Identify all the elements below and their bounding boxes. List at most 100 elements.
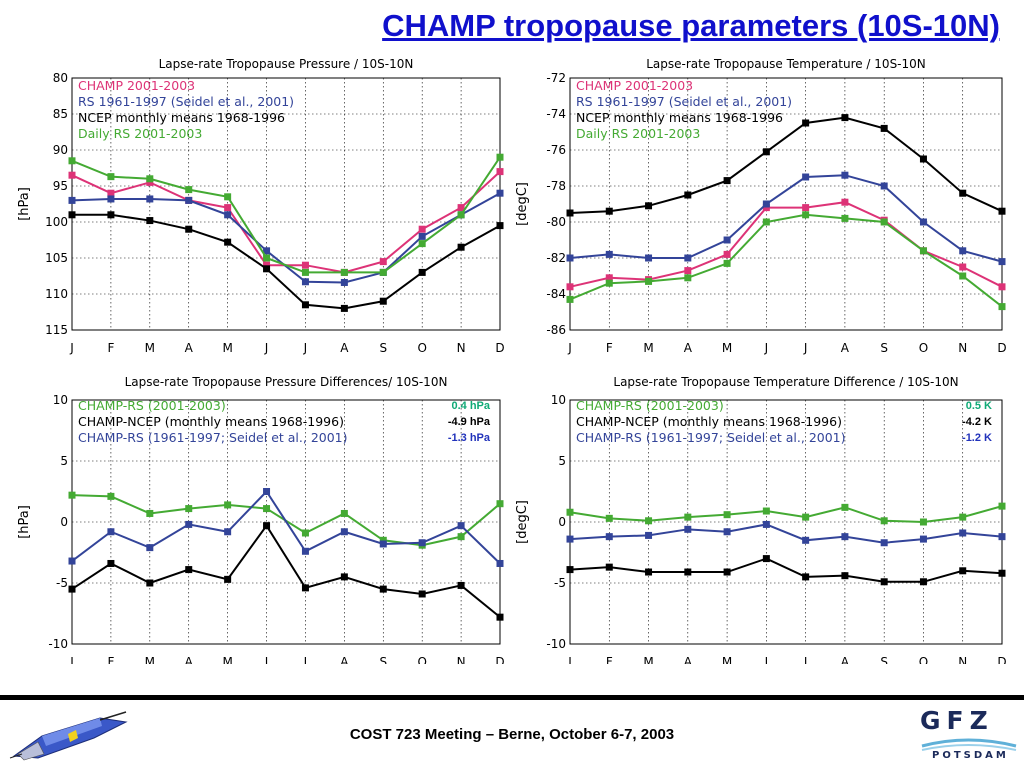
data-point-marker — [496, 559, 504, 567]
data-point-marker — [566, 209, 574, 217]
x-tick-label: F — [107, 655, 114, 664]
data-point-marker — [457, 211, 465, 219]
y-axis-label: [hPa] — [17, 505, 32, 539]
mean-difference-label: -4.9 hPa — [448, 416, 491, 428]
data-point-marker — [68, 585, 76, 593]
y-tick-label: -72 — [546, 71, 566, 85]
data-point-marker — [185, 520, 193, 528]
x-tick-label: F — [107, 341, 114, 355]
data-point-marker — [379, 536, 387, 544]
x-tick-label: A — [684, 341, 693, 355]
data-point-marker — [998, 502, 1006, 510]
plot-frame — [569, 399, 1003, 645]
chart-title: Lapse-rate Tropopause Temperature Differ… — [613, 375, 958, 389]
data-point-marker — [107, 211, 115, 219]
chart-temperature: Lapse-rate Tropopause Temperature / 10S-… — [515, 57, 1007, 355]
data-point-marker — [762, 555, 770, 563]
mean-difference-label: -4.2 K — [962, 416, 992, 428]
data-point-marker — [959, 263, 967, 271]
legend-entry: NCEP monthly means 1968-1996 — [576, 110, 783, 125]
data-point-marker — [224, 528, 232, 536]
series-line — [569, 116, 1003, 214]
data-point-marker — [107, 528, 115, 536]
y-tick-label: 10 — [551, 393, 566, 407]
data-point-marker — [841, 198, 849, 206]
y-tick-label: 0 — [558, 515, 566, 529]
x-tick-label: N — [457, 655, 466, 664]
x-tick-label: M — [222, 341, 232, 355]
data-point-marker — [880, 539, 888, 547]
data-point-marker — [919, 155, 927, 163]
data-point-marker — [457, 204, 465, 212]
data-point-marker — [605, 250, 613, 258]
gfz-logo-swoosh — [921, 738, 1017, 751]
data-point-marker — [880, 578, 888, 586]
data-point-marker — [340, 268, 348, 276]
data-point-marker — [68, 196, 76, 204]
data-point-marker — [496, 613, 504, 621]
x-tick-label: J — [303, 655, 308, 664]
data-point-marker — [185, 186, 193, 194]
x-tick-label: A — [841, 341, 850, 355]
data-point-marker — [566, 295, 574, 303]
data-point-marker — [880, 517, 888, 525]
data-point-marker — [723, 528, 731, 536]
data-point-marker — [379, 258, 387, 266]
data-point-marker — [959, 529, 967, 537]
legend-entry: CHAMP 2001-2003 — [576, 78, 693, 93]
data-point-marker — [263, 505, 271, 513]
x-tick-label: F — [606, 655, 613, 664]
mean-difference-label: -1.3 hPa — [448, 432, 491, 444]
data-point-marker — [566, 535, 574, 543]
x-tick-label: A — [185, 341, 194, 355]
series-line — [71, 523, 501, 618]
data-point-marker — [146, 544, 154, 552]
y-tick-label: -5 — [56, 576, 68, 590]
data-point-marker — [224, 575, 232, 583]
data-point-marker — [684, 191, 692, 199]
mean-difference-label: -1.2 K — [962, 432, 992, 444]
legend-entry: Daily RS 2001-2003 — [576, 126, 700, 141]
data-point-marker — [762, 200, 770, 208]
data-point-marker — [379, 540, 387, 548]
chart-panel-pressure-diff: Lapse-rate Tropopause Pressure Differenc… — [0, 372, 512, 664]
x-tick-label: S — [379, 341, 387, 355]
mean-difference-label: 0.5 K — [966, 400, 992, 412]
data-point-marker — [802, 204, 810, 212]
data-point-marker — [457, 243, 465, 251]
x-tick-label: M — [643, 655, 653, 664]
data-point-marker — [224, 501, 232, 509]
gfz-logo-text: GFZ — [920, 706, 994, 735]
y-tick-label: 105 — [45, 251, 68, 265]
data-point-marker — [340, 304, 348, 312]
x-tick-label: F — [606, 341, 613, 355]
data-point-marker — [146, 195, 154, 203]
x-tick-label: J — [69, 341, 74, 355]
data-point-marker — [107, 173, 115, 181]
data-point-marker — [301, 584, 309, 592]
data-point-marker — [998, 533, 1006, 541]
legend-entry: RS 1961-1997 (Seidel et al., 2001) — [78, 94, 294, 109]
data-point-marker — [301, 261, 309, 269]
data-point-marker — [107, 492, 115, 500]
data-point-marker — [566, 566, 574, 574]
data-point-marker — [68, 157, 76, 165]
x-tick-label: S — [880, 341, 888, 355]
data-point-marker — [224, 204, 232, 212]
data-point-marker — [762, 218, 770, 226]
x-tick-label: J — [764, 655, 769, 664]
data-point-marker — [457, 533, 465, 541]
data-point-marker — [919, 218, 927, 226]
data-point-marker — [263, 488, 271, 495]
series-line — [72, 213, 501, 310]
data-point-marker — [723, 236, 731, 244]
x-tick-label: D — [997, 655, 1006, 664]
y-axis-label: [degC] — [515, 182, 530, 226]
data-point-marker — [224, 193, 232, 201]
data-point-marker — [762, 507, 770, 515]
x-tick-label: O — [417, 655, 426, 664]
data-point-marker — [418, 232, 426, 240]
legend-entry: CHAMP-NCEP (monthly means 1968-1996) — [576, 414, 842, 429]
data-point-marker — [645, 531, 653, 539]
data-point-marker — [645, 517, 653, 525]
